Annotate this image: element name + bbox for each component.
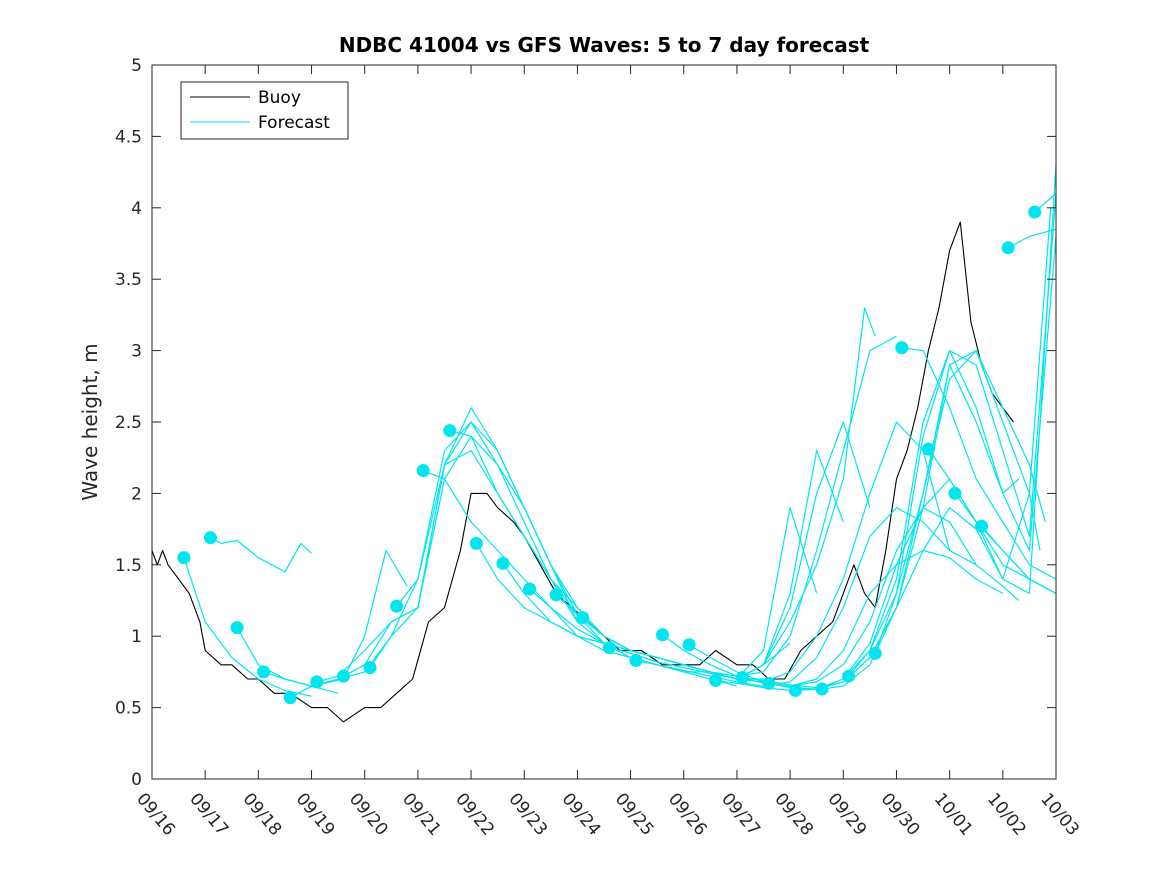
y-tick-label: 2.5 bbox=[115, 413, 142, 433]
legend-box bbox=[180, 81, 349, 140]
forecast-marker bbox=[363, 661, 377, 675]
forecast-marker bbox=[735, 671, 749, 685]
forecast-marker bbox=[815, 682, 829, 696]
forecast-marker bbox=[549, 588, 563, 602]
forecast-marker bbox=[177, 551, 191, 565]
forecast-marker bbox=[443, 424, 457, 438]
series-forecast-line bbox=[821, 350, 1046, 690]
forecast-marker bbox=[895, 341, 909, 355]
forecast-marker bbox=[310, 675, 324, 689]
y-tick-label: 0 bbox=[131, 770, 142, 790]
legend-label-buoy: Buoy bbox=[258, 88, 301, 108]
forecast-marker bbox=[788, 683, 802, 697]
forecast-marker bbox=[496, 556, 510, 570]
y-tick-label: 1.5 bbox=[115, 556, 142, 576]
series-forecast-line bbox=[874, 193, 1057, 654]
forecast-marker bbox=[336, 669, 350, 683]
forecast-marker bbox=[257, 665, 271, 679]
legend-label-forecast: Forecast bbox=[258, 113, 330, 133]
forecast-marker bbox=[283, 691, 297, 705]
forecast-marker bbox=[948, 486, 962, 500]
forecast-marker bbox=[682, 638, 696, 652]
forecast-marker bbox=[523, 582, 537, 596]
forecast-marker bbox=[1001, 241, 1015, 255]
y-tick-label: 2 bbox=[131, 484, 142, 504]
forecast-marker bbox=[655, 628, 669, 642]
forecast-marker bbox=[1028, 205, 1042, 219]
forecast-marker bbox=[762, 676, 776, 690]
forecast-marker bbox=[469, 536, 483, 550]
forecast-marker bbox=[842, 669, 856, 683]
series-forecast-line bbox=[901, 347, 1057, 580]
series-forecast-line bbox=[981, 525, 1057, 594]
y-tick-label: 3.5 bbox=[115, 270, 142, 290]
y-tick-label: 1 bbox=[131, 627, 142, 647]
y-axis: 0 0.5 1 1.5 2 2.5 3 3.5 4 4.5 5 bbox=[115, 56, 1056, 790]
marker-layer bbox=[177, 205, 1042, 705]
series-forecast-line bbox=[210, 537, 312, 573]
forecast-marker bbox=[416, 464, 430, 478]
series-forecast-line bbox=[662, 549, 1004, 687]
series-forecast-line bbox=[1007, 228, 1057, 249]
series-forecast-line bbox=[316, 435, 658, 683]
legend: Buoy Forecast bbox=[180, 81, 349, 140]
plot-area bbox=[152, 65, 1056, 779]
forecast-marker bbox=[602, 641, 616, 655]
y-tick-label: 0.5 bbox=[115, 699, 142, 719]
forecast-marker bbox=[921, 442, 935, 456]
y-tick-label: 5 bbox=[131, 56, 142, 76]
forecast-marker bbox=[203, 531, 217, 545]
y-tick-label: 4.5 bbox=[115, 127, 142, 147]
series-layer bbox=[151, 164, 1057, 723]
y-tick-label: 4 bbox=[131, 199, 142, 219]
chart-title: NDBC 41004 vs GFS Waves: 5 to 7 day fore… bbox=[339, 33, 870, 57]
forecast-marker bbox=[230, 621, 244, 635]
forecast-marker bbox=[390, 599, 404, 613]
y-tick-label: 3 bbox=[131, 342, 142, 362]
series-forecast-line bbox=[609, 421, 951, 683]
forecast-marker bbox=[576, 611, 590, 625]
forecast-marker bbox=[868, 646, 882, 660]
series-forecast-line bbox=[635, 507, 977, 687]
forecast-marker bbox=[629, 653, 643, 667]
forecast-marker bbox=[975, 519, 989, 533]
y-axis-label: Wave height, m bbox=[78, 343, 102, 500]
forecast-marker bbox=[709, 673, 723, 687]
